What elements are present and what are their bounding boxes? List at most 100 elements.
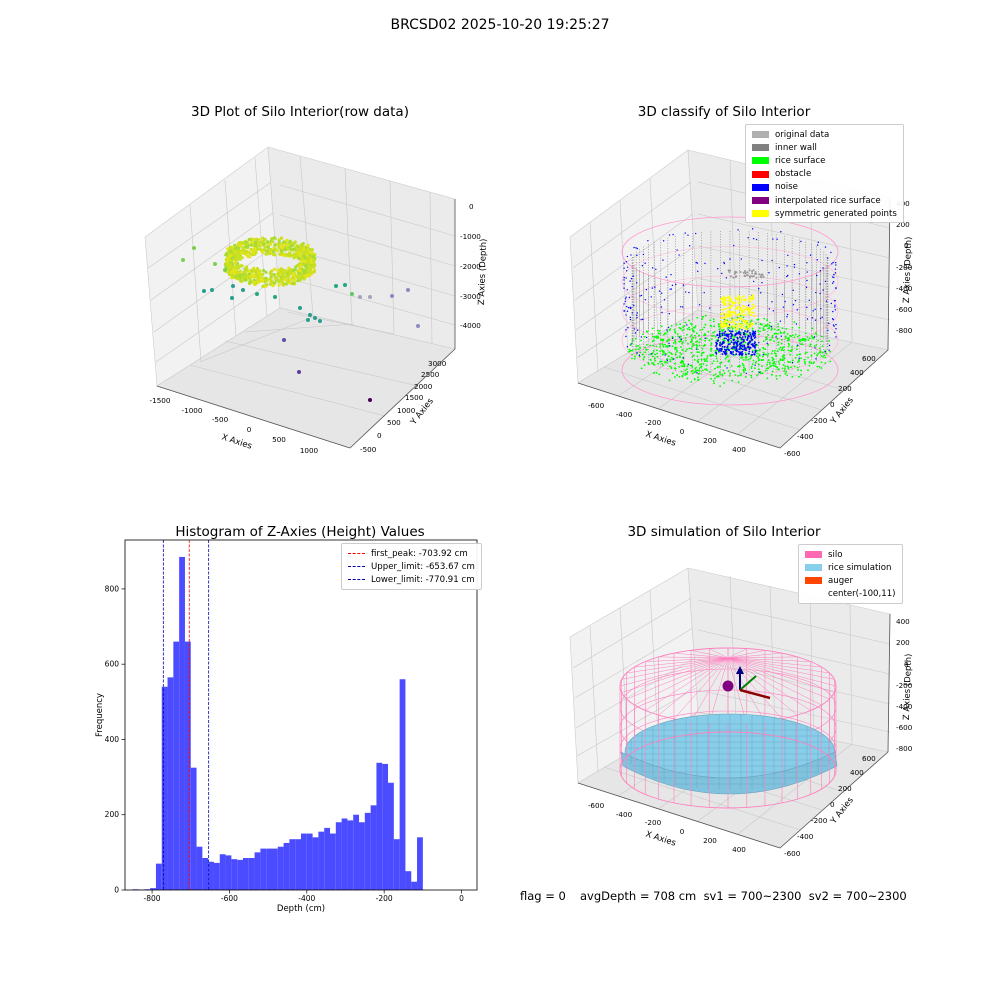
noise-cluster-point [718,332,721,335]
rice-surface-point [765,367,768,370]
noise-cluster-point [735,332,738,335]
outlier-point [368,295,372,299]
original-point [743,274,746,277]
rice-surface-point [782,359,785,361]
symmetric-point [742,308,746,311]
noise-cluster-point [723,334,726,336]
rice-surface-point [711,335,714,337]
rice-surface-point [819,351,822,354]
original-point [748,269,751,272]
rice-surface-point [752,359,755,362]
scatter-point [282,240,286,244]
noise-cluster-point [723,332,726,335]
noise-point [678,254,680,256]
noise-point [831,276,834,278]
noise-cluster-point [741,336,744,338]
noise-point [834,309,837,311]
symmetric-point [723,296,726,299]
rice-surface-point [631,349,634,352]
rice-surface-point [705,364,708,367]
rice-surface-point [758,359,760,362]
rice-surface-point [664,332,666,335]
rice-surface-point [697,376,699,379]
scatter-point [296,279,300,283]
symmetric-point [753,305,756,308]
noise-cluster-point [742,348,745,351]
histogram-bar [225,855,232,890]
symmetric-point [728,300,732,303]
y-tick: 1500 [405,393,424,402]
noise-point [685,291,687,293]
rice-surface-point [712,320,715,323]
silo-roof-line [645,657,729,662]
rice-surface-point [769,363,771,365]
rice-surface-point [674,348,676,351]
noise-cluster-point [734,333,737,335]
rice-surface-point [681,365,684,368]
rice-surface-point [783,345,786,348]
rice-surface-point [658,329,661,332]
y-tick: 600 [862,754,876,763]
rice-surface-point [734,330,737,332]
rice-surface-point [767,334,770,337]
rice-surface-point [797,359,800,361]
rice-surface-point [718,328,721,331]
noise-cluster-point [748,348,751,351]
noise-point [698,304,701,306]
noise-point [745,372,748,375]
scatter-point [234,248,238,252]
rice-surface-point [773,360,776,363]
outlier-point [282,338,286,342]
rice-surface-point [777,368,780,370]
rice-surface-point [665,345,667,348]
rice-surface-point [643,364,646,367]
scatter-point [307,257,311,261]
rice-surface-point [680,370,683,373]
rice-surface-point [649,344,652,347]
rice-surface-point [700,363,703,365]
rice-surface-point [786,332,789,335]
symmetric-point [732,325,736,329]
scatter-point [252,269,256,273]
rice-surface-point [798,334,801,337]
noise-point [636,254,638,257]
rice-surface-point [678,366,681,368]
noise-point [644,299,647,301]
symmetric-point [728,297,731,300]
scatter-point [246,254,250,259]
symmetric-point [737,298,740,301]
silo-roof-line [727,652,783,659]
legend-label: first_peak: -703.92 cm [371,548,468,559]
noise-point [772,310,775,312]
y-tick: -200 [811,816,828,825]
rice-surface-point [764,369,767,372]
rice-surface-point [771,336,774,339]
scatter-point [237,251,241,255]
scatter-point [238,273,242,277]
noise-cluster-point [743,344,746,347]
original-point [749,274,752,277]
symmetric-point [723,323,727,326]
panel4-zlabel: Z Axies (Depth) [902,653,914,720]
scatter-point [240,256,244,260]
symmetric-point [720,316,723,320]
noise-point [721,272,723,275]
legend-swatch [752,183,769,191]
rice-surface-point [712,380,715,382]
symmetric-point [738,317,741,320]
x-tick: -200 [645,818,662,827]
rice-surface-point [660,360,663,363]
rice-surface-point [808,364,811,367]
rice-surface-point [694,337,697,339]
rice-surface-point [659,339,662,341]
noise-point [808,299,810,302]
symmetric-point [719,313,723,316]
rice-surface-point [628,350,631,353]
noise-point [778,266,781,269]
rice-surface-point [784,337,787,339]
noise-cluster-point [726,345,729,348]
noise-cluster-point [737,350,740,353]
rice-surface-point [722,328,725,331]
noise-point [830,302,833,305]
rice-surface-point [674,330,677,333]
